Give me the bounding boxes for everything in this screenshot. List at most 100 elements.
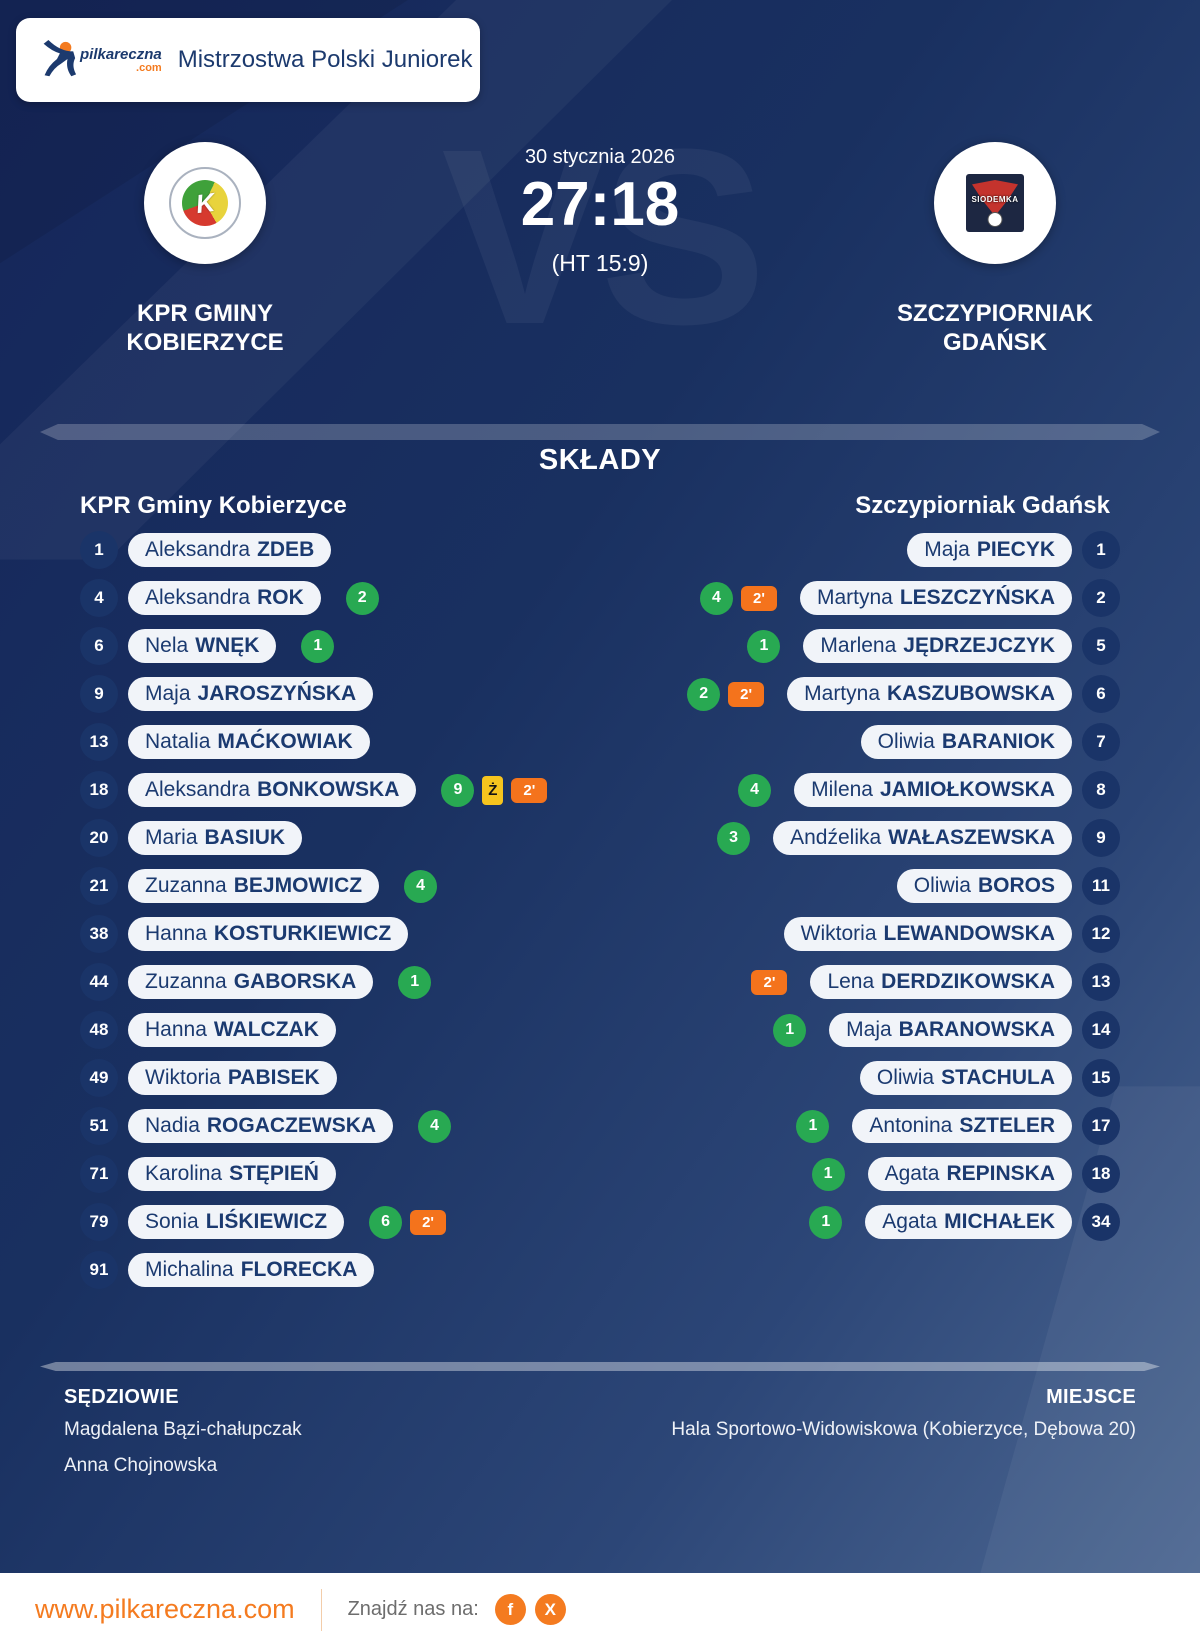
- player-first-name: Milena: [811, 778, 873, 801]
- kpr-emblem-letter: K: [193, 186, 217, 219]
- brand-word: pilkareczna: [80, 45, 162, 63]
- player-badges: 6 2': [369, 1205, 447, 1239]
- player-number: 6: [1082, 675, 1120, 713]
- goals-badge: 4: [738, 773, 772, 807]
- player-name-pill: Oliwia BARANIOK: [860, 725, 1072, 759]
- goals-badge: 1: [809, 1205, 843, 1239]
- player-name-pill: Aleksandra ZDEB: [128, 533, 332, 567]
- player-last-name: WNĘK: [195, 634, 260, 657]
- kpr-emblem-inner: K: [182, 180, 228, 226]
- player-row: Oliwia BARANIOK 7: [860, 723, 1120, 761]
- penalty-2min-badge: 2': [511, 777, 548, 803]
- player-number: 5: [1082, 627, 1120, 665]
- player-number: 13: [1082, 963, 1120, 1001]
- player-number: 48: [80, 1011, 118, 1049]
- player-number: 38: [80, 915, 118, 953]
- siodemka-emblem-icon: SIODEMKA: [966, 174, 1024, 232]
- away-roster-list: Maja PIECYK 1 4 2' Martyna LESZCZYŃSKA 2 1 Marlen…: [600, 531, 1200, 1301]
- player-row: 91 Michalina FLORECKA: [80, 1251, 600, 1289]
- player-badges: 1: [301, 629, 335, 663]
- away-team-block: SIODEMKA SZCZYPIORNIAK GDAŃSK: [830, 142, 1160, 358]
- goals-badge: 1: [811, 1157, 845, 1191]
- rosters: 1 Aleksandra ZDEB 4 Aleksandra ROK 2 6 Nela WNĘK 1…: [0, 531, 1200, 1301]
- halftime-score: (HT 15:9): [551, 250, 649, 277]
- player-row: 79 Sonia LIŚKIEWICZ 6 2': [80, 1203, 600, 1241]
- player-badges: 1: [809, 1205, 843, 1239]
- player-row: 4 Aleksandra ROK 2: [80, 579, 600, 617]
- player-first-name: Antonina: [869, 1114, 953, 1137]
- player-row: 44 Zuzanna GABORSKA 1: [80, 963, 600, 1001]
- player-last-name: KASZUBOWSKA: [887, 682, 1055, 705]
- player-first-name: Maja: [145, 682, 191, 705]
- player-number: 49: [80, 1059, 118, 1097]
- player-first-name: Zuzanna: [145, 970, 227, 993]
- player-first-name: Aleksandra: [145, 586, 251, 609]
- brand-wordmark: pilkareczna .com: [80, 47, 162, 74]
- player-badges: 4 2': [699, 581, 777, 615]
- facebook-icon[interactable]: f: [494, 1594, 526, 1625]
- player-first-name: Martyna: [804, 682, 880, 705]
- player-last-name: BOROS: [977, 874, 1055, 897]
- player-last-name: FLORECKA: [240, 1258, 358, 1281]
- player-row: 49 Wiktoria PABISEK: [80, 1059, 600, 1097]
- referee-name: Magdalena Bązi-chałupczak: [64, 1419, 302, 1440]
- player-name-pill: Maria BASIUK: [128, 821, 303, 855]
- match-header: K KPR GMINY KOBIERZYCE VS 30 stycznia 20…: [0, 112, 1200, 362]
- player-first-name: Maja: [846, 1018, 892, 1041]
- player-number: 14: [1082, 1011, 1120, 1049]
- player-number: 8: [1082, 771, 1120, 809]
- player-badges: 9 Ż 2': [441, 773, 548, 807]
- player-last-name: BARANOWSKA: [898, 1018, 1055, 1041]
- player-row: 51 Nadia ROGACZEWSKA 4: [80, 1107, 600, 1145]
- penalty-2min-badge: 2': [740, 585, 777, 611]
- goals-badge: 6: [369, 1205, 403, 1239]
- player-last-name: BASIUK: [204, 826, 286, 849]
- player-number: 91: [80, 1251, 118, 1289]
- yellow-card-badge: Ż: [482, 775, 504, 805]
- player-row: 1 Antonina SZTELER 17: [796, 1107, 1120, 1145]
- home-team-name-line1: KPR GMINY: [136, 300, 273, 327]
- site-url-link[interactable]: www.pilkareczna.com: [35, 1594, 295, 1624]
- player-row: 1 Maja BARANOWSKA 14: [773, 1011, 1120, 1049]
- vs-watermark: VS: [441, 97, 766, 376]
- pilkareczna-logo: pilkareczna .com: [36, 38, 162, 82]
- player-first-name: Hanna: [145, 922, 207, 945]
- venue-label: MIEJSCE: [1046, 1386, 1136, 1408]
- player-last-name: STACHULA: [941, 1066, 1055, 1089]
- page-title: Mistrzostwa Polski Juniorek: [177, 46, 473, 73]
- player-last-name: BONKOWSKA: [257, 778, 400, 801]
- player-row: 4 2' Martyna LESZCZYŃSKA 2: [699, 579, 1120, 617]
- referees-label: SĘDZIOWIE: [64, 1386, 179, 1408]
- penalty-2min-badge: 2': [728, 681, 765, 707]
- player-first-name: Zuzanna: [145, 874, 227, 897]
- x-twitter-icon[interactable]: X: [534, 1594, 566, 1625]
- match-score: 27:18: [520, 170, 680, 239]
- player-name-pill: Martyna KASZUBOWSKA: [787, 677, 1072, 711]
- player-last-name: LIŚKIEWICZ: [205, 1210, 328, 1233]
- player-first-name: Natalia: [145, 730, 211, 753]
- player-number: 15: [1082, 1059, 1120, 1097]
- player-number: 12: [1082, 915, 1120, 953]
- match-date: 30 stycznia 2026: [524, 146, 676, 168]
- goals-badge: 4: [418, 1109, 452, 1143]
- rosters-heading: SKŁADY: [538, 444, 662, 476]
- player-first-name: Agata: [882, 1210, 938, 1233]
- referee-name: Anna Chojnowska: [64, 1455, 218, 1476]
- player-first-name: Agata: [884, 1162, 940, 1185]
- player-first-name: Hanna: [145, 1018, 207, 1041]
- player-first-name: Wiktoria: [800, 922, 877, 945]
- player-name-pill: Antonina SZTELER: [852, 1109, 1072, 1143]
- goals-badge: 9: [441, 773, 475, 807]
- player-first-name: Wiktoria: [145, 1066, 221, 1089]
- roster-titles: KPR Gminy Kobierzyce Szczypiorniak Gdańs…: [0, 492, 1200, 520]
- player-name-pill: Michalina FLORECKA: [128, 1253, 375, 1287]
- player-last-name: BEJMOWICZ: [233, 874, 363, 897]
- kpr-emblem-icon: K: [169, 167, 241, 239]
- player-badges: 4: [404, 869, 438, 903]
- player-name-pill: Milena JAMIOŁKOWSKA: [794, 773, 1072, 807]
- player-badges: 4: [418, 1109, 452, 1143]
- player-name-pill: Maja BARANOWSKA: [829, 1013, 1072, 1047]
- home-roster-title: KPR Gminy Kobierzyce: [80, 492, 347, 519]
- player-name-pill: Karolina STĘPIEŃ: [128, 1157, 336, 1191]
- away-team-name: SZCZYPIORNIAK GDAŃSK: [897, 300, 1093, 358]
